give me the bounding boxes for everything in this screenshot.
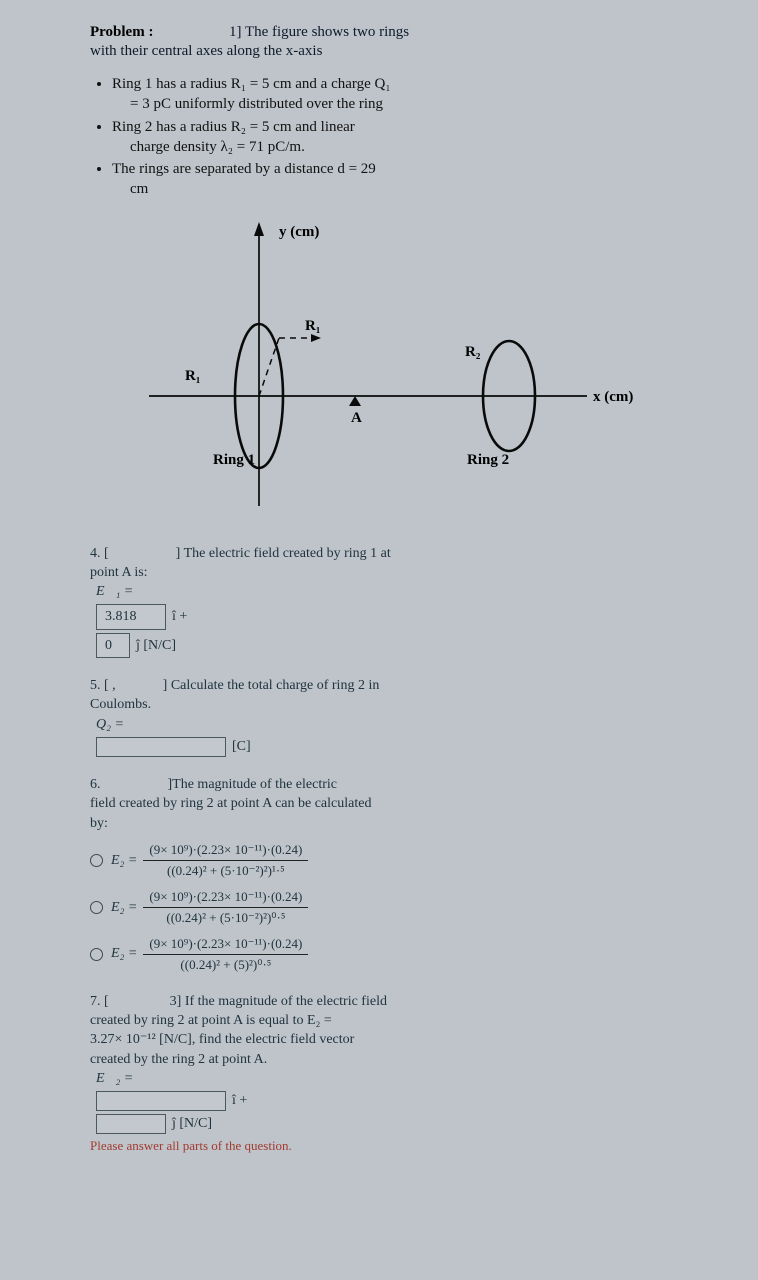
bullet-2-line2: charge density λ₂ = 71 pC/m. [130,139,305,155]
problem-label: Problem : [90,24,153,40]
bullet-3: The rings are separated by a distance d … [112,159,688,200]
bullet-2-line1: Ring 2 has a radius R₂ = 5 cm and linear [112,119,355,135]
q6-option-b[interactable]: E₂ = (9× 10⁹)·(2.23× 10⁻¹¹)·(0.24) ((0.2… [90,888,688,927]
q6-text3: by: [90,816,108,831]
q5-text: ] Calculate the total charge of ring 2 i… [163,678,380,693]
q5-input[interactable] [96,737,226,757]
q7-input-j[interactable] [96,1114,166,1134]
question-4: 4. [ ] The electric field created by rin… [90,544,688,659]
question-6: 6. ]The magnitude of the electric field … [90,775,688,974]
svg-text:Ring 2: Ring 2 [467,452,509,468]
q7-text4: created by the ring 2 at point A. [90,1052,267,1067]
y-axis-label: y (cm) [279,224,319,240]
q6-text2: field created by ring 2 at point A can b… [90,796,371,811]
svg-text:A: A [351,410,362,426]
q6-optC-num: (9× 10⁹)·(2.23× 10⁻¹¹)·(0.24) [143,935,308,955]
q7-prefix: 7. [ [90,994,109,1009]
footer-note: Please answer all parts of the question. [90,1138,688,1154]
svg-text:R₂: R₂ [465,344,481,360]
problem-header: Problem : 1] The figure shows two rings [90,24,688,41]
problem-title: 1] The figure shows two rings [229,24,409,40]
bullet-1: Ring 1 has a radius R₁ = 5 cm and a char… [112,74,688,115]
question-7: 7. [ 3] If the magnitude of the electric… [90,992,688,1135]
svg-text:R₁: R₁ [305,318,320,334]
q6-lhs-a: E₂ = [111,851,137,870]
q4-evec: E⃗₁ = [96,584,133,599]
svg-text:R₁: R₁ [185,368,200,384]
q5-text2: Coulombs. [90,697,151,712]
problem-subtitle: with their central axes along the x-axis [90,43,688,60]
q6-optA-den: ((0.24)² + (5·10⁻²)²)¹·⁵ [143,861,308,880]
q6-optC-den: ((0.24)² + (5)²)⁰·⁵ [143,955,308,974]
q5-q2: Q₂ = [96,717,124,732]
q7-ihat: î + [232,1091,247,1110]
svg-text:Ring 1: Ring 1 [213,452,255,468]
x-axis-label: x (cm) [593,389,633,405]
given-list: Ring 1 has a radius R₁ = 5 cm and a char… [98,74,688,200]
q4-unit: ĵ [N/C] [136,636,176,655]
radio-icon [90,901,103,914]
q7-text2: created by ring 2 at point A is equal to… [90,1013,332,1028]
q6-lhs-c: E₂ = [111,944,137,963]
q7-text3: 3.27× 10⁻¹² [N/C], find the electric fie… [90,1032,354,1047]
bullet-2: Ring 2 has a radius R₂ = 5 cm and linear… [112,117,688,158]
q4-ihat: î + [172,607,187,626]
q4-text2: point A is: [90,565,148,580]
q6-optB-num: (9× 10⁹)·(2.23× 10⁻¹¹)·(0.24) [143,888,308,908]
q4-input-j[interactable]: 0 [96,633,130,658]
q6-lhs-b: E₂ = [111,898,137,917]
q6-optA-num: (9× 10⁹)·(2.23× 10⁻¹¹)·(0.24) [143,841,308,861]
radio-icon [90,854,103,867]
q7-evec: E⃗₂ = [96,1071,133,1086]
q6-option-a[interactable]: E₂ = (9× 10⁹)·(2.23× 10⁻¹¹)·(0.24) ((0.2… [90,841,688,880]
q4-prefix: 4. [ [90,546,109,561]
q6-option-c[interactable]: E₂ = (9× 10⁹)·(2.23× 10⁻¹¹)·(0.24) ((0.2… [90,935,688,974]
q4-text: ] The electric field created by ring 1 a… [176,546,391,561]
bullet-3-line1: The rings are separated by a distance d … [112,161,376,177]
diagram-container: y (cm) x (cm) R₁ R₁ Ring 1 A R₂ Ring 2 [90,206,688,526]
question-5: 5. [ , ] Calculate the total charge of r… [90,676,688,757]
q4-input-i[interactable]: 3.818 [96,604,166,629]
q5-unit: [C] [232,737,251,756]
bullet-1-line1: Ring 1 has a radius R₁ = 5 cm and a char… [112,76,391,92]
bullet-1-line2: = 3 pC uniformly distributed over the ri… [130,96,383,112]
q5-prefix: 5. [ , [90,678,116,693]
rings-diagram: y (cm) x (cm) R₁ R₁ Ring 1 A R₂ Ring 2 [139,206,639,526]
q7-unit: ĵ [N/C] [172,1114,212,1133]
q7-input-i[interactable] [96,1091,226,1111]
q6-num: 6. [90,777,101,792]
q7-text: 3] If the magnitude of the electric fiel… [170,994,387,1009]
q6-optB-den: ((0.24)² + (5·10⁻²)²)⁰·⁵ [143,908,308,927]
radio-icon [90,948,103,961]
q6-text: ]The magnitude of the electric [168,777,337,792]
bullet-3-line2: cm [130,181,148,197]
